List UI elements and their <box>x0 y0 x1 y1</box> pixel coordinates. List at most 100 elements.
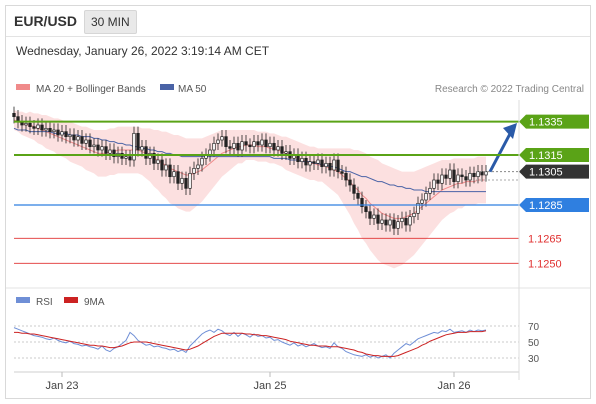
candle-body <box>320 159 324 168</box>
candle-body <box>124 156 128 159</box>
rsi-legend-swatch <box>16 297 30 303</box>
ma9-legend-label: 9MA <box>84 297 105 308</box>
level-tag-1.1285 <box>519 198 589 212</box>
candle-body <box>252 141 256 148</box>
rsi-line <box>13 327 487 359</box>
timeframe-button[interactable]: 30 MIN <box>84 10 137 34</box>
level-tag-1.1315 <box>519 148 589 162</box>
candle-body <box>40 124 44 131</box>
candle-body <box>68 134 72 138</box>
candle-body <box>332 159 336 171</box>
candle-body <box>12 112 16 118</box>
chart-frame <box>5 5 591 399</box>
level-label-1.1265: 1.1265 <box>528 233 562 245</box>
candle-body <box>220 136 224 141</box>
candle-body <box>344 172 348 181</box>
price-plot <box>12 106 517 269</box>
candle-body <box>244 141 248 146</box>
candle-body <box>368 211 372 219</box>
level-label-1.1315: 1.1315 <box>529 150 563 162</box>
rsi-legend-label: RSI <box>36 297 53 308</box>
candle-body <box>160 159 164 171</box>
ma50-legend-swatch <box>160 84 174 90</box>
current-price-label: 1.1305 <box>529 167 563 179</box>
candle-body <box>352 184 356 194</box>
level-lines: 1.1335 1.1315 1.1305 1.1285 1.1265 1.1250 <box>14 114 589 270</box>
rsi-plot: 70 50 30 <box>13 322 540 365</box>
candle-body <box>428 187 432 194</box>
candle-body <box>152 152 156 164</box>
rsi-tick-30: 30 <box>528 354 540 365</box>
candle-body <box>104 146 108 154</box>
bb-legend-swatch <box>16 84 30 90</box>
x-tick-label: Jan 25 <box>253 380 286 392</box>
chart-datetime: Wednesday, January 26, 2022 3:19:14 AM C… <box>16 44 270 58</box>
candle-body <box>156 159 160 164</box>
rsi-tick-70: 70 <box>528 322 540 333</box>
candle-body <box>132 132 136 161</box>
level-label-1.1335: 1.1335 <box>529 117 563 129</box>
candle-body <box>348 179 352 186</box>
candle-body <box>248 144 252 148</box>
candle-body <box>128 156 132 161</box>
candle-body <box>308 161 312 166</box>
candle-body <box>228 146 232 149</box>
candle-body <box>192 167 196 174</box>
candle-body <box>364 206 368 213</box>
bollinger-band <box>14 110 486 269</box>
candle-body <box>356 192 360 199</box>
candle-body <box>440 174 444 184</box>
candle-body <box>256 141 260 146</box>
candle-body <box>96 144 100 151</box>
candle-body <box>408 216 412 226</box>
level-tag-1.1335 <box>519 114 589 129</box>
candle-body <box>448 169 452 179</box>
candle-body <box>384 219 388 226</box>
candle-body <box>80 136 84 144</box>
candle-body <box>100 146 104 151</box>
candle-body <box>272 142 276 151</box>
candle-body <box>284 151 288 154</box>
candle-body <box>396 221 400 229</box>
candle-body <box>164 164 168 171</box>
candle-body <box>472 172 476 178</box>
candle-body <box>232 142 236 149</box>
candle-body <box>196 164 200 169</box>
candle-body <box>24 122 28 126</box>
candle-body <box>200 157 204 166</box>
bb-legend-label: MA 20 + Bollinger Bands <box>36 84 146 95</box>
candle-body <box>300 157 304 163</box>
candle-body <box>172 171 176 178</box>
candle-body <box>184 177 188 189</box>
candle-body <box>56 129 60 136</box>
candle-body <box>276 146 280 151</box>
candle-body <box>280 146 284 154</box>
candle-body <box>88 139 92 148</box>
candle-body <box>436 179 440 184</box>
candle-body <box>376 214 380 224</box>
candle-body <box>64 131 68 138</box>
chart-header: EUR/USD 30 MIN <box>6 6 590 37</box>
candle-body <box>420 199 424 204</box>
ma9-legend-swatch <box>64 297 78 303</box>
candle-body <box>60 131 64 136</box>
candle-body <box>168 164 172 178</box>
candle-body <box>432 179 436 189</box>
candle-body <box>176 171 180 184</box>
candle-body <box>264 139 268 148</box>
candle-body <box>136 132 140 151</box>
candle-body <box>360 197 364 208</box>
candle-body <box>324 162 328 168</box>
candle-body <box>464 176 468 181</box>
instrument-title: EUR/USD <box>14 13 78 29</box>
candle-body <box>108 149 112 154</box>
candle-body <box>28 122 32 128</box>
candle-body <box>216 139 220 144</box>
candle-body <box>44 127 48 131</box>
candle-body <box>180 177 184 184</box>
candle-body <box>424 192 428 201</box>
candle-body <box>400 217 404 223</box>
candle-body <box>372 214 376 219</box>
projection-arrow-head <box>503 123 517 139</box>
